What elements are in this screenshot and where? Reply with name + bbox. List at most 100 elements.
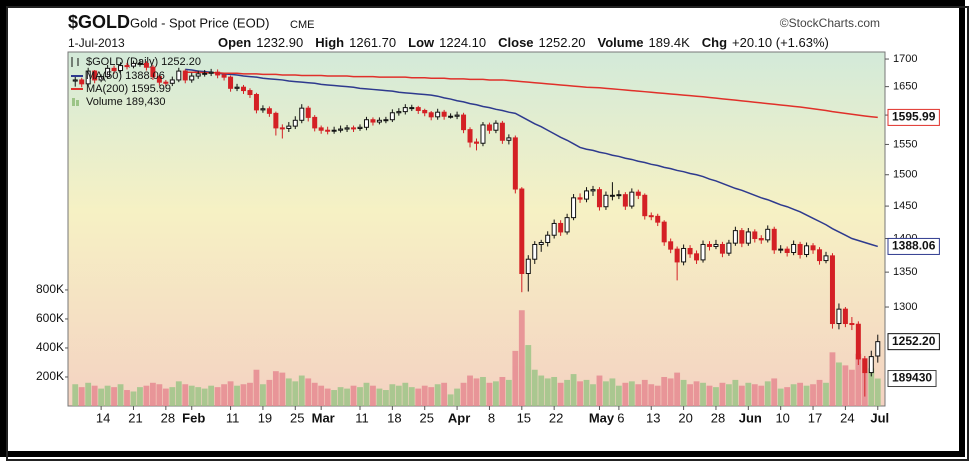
ma-line [185, 68, 878, 248]
volume-bar [745, 382, 752, 406]
y-tick-label: 1650 [893, 81, 917, 93]
legend-swatch [76, 100, 79, 106]
volume-bar [91, 385, 98, 406]
volume-bar [240, 384, 247, 406]
volume-bar [810, 384, 816, 406]
x-tick-label: 8 [488, 410, 495, 425]
candle-body [674, 248, 680, 263]
volume-bar [648, 384, 655, 406]
candle-body [590, 189, 596, 192]
x-tick-label: 21 [128, 410, 142, 425]
volume-bar [318, 385, 325, 406]
y-tick-label: 1550 [893, 138, 917, 150]
volume-bar [693, 381, 700, 406]
candle-body [221, 74, 227, 78]
candle-body [655, 215, 661, 223]
volume-bar [434, 384, 441, 406]
candle-body [266, 108, 272, 114]
volume-bar [732, 379, 739, 406]
candle-body [435, 111, 441, 118]
candle-body [551, 222, 557, 236]
volume-tick-label: 400K [36, 340, 64, 354]
y-tick-label: 1450 [893, 200, 917, 212]
volume-bar [816, 379, 823, 406]
x-tick-label: 11 [226, 410, 240, 425]
candle-body [454, 114, 460, 117]
candle-body [357, 126, 363, 129]
volume-bar [609, 378, 616, 406]
volume-tick-label: 800K [36, 282, 64, 296]
volume-bar [622, 382, 629, 406]
legend-price: $GOLD (Daily) 1252.20 [86, 56, 201, 68]
quote-value: 1252.20 [539, 35, 586, 50]
candle-body [480, 124, 486, 144]
volume-bar [285, 378, 292, 406]
volume-bar [603, 381, 609, 406]
candle-body [694, 253, 700, 261]
candle-body [389, 112, 395, 121]
volume-bar [117, 384, 124, 406]
candle-body [765, 228, 771, 241]
candle-body [596, 189, 602, 208]
candle-body [810, 245, 816, 251]
volume-bar [803, 385, 810, 406]
candle-body [467, 129, 473, 143]
volume-bar [137, 387, 143, 406]
candle-body [72, 79, 78, 82]
volume-bar [667, 378, 674, 406]
source: ©StockCharts.com [780, 16, 880, 30]
volume-bar [719, 382, 726, 406]
value-box [887, 237, 940, 255]
x-tick-label: 20 [678, 410, 692, 425]
y-tick-label: 1300 [893, 301, 917, 313]
quote-label: Close [498, 35, 533, 50]
x-tick-label: Mar [312, 410, 335, 425]
volume-bar [557, 382, 564, 406]
x-tick-label: 25 [419, 410, 433, 425]
volume-bar [758, 385, 765, 406]
candle-body [150, 66, 156, 78]
candle-body [98, 76, 104, 81]
x-tick-label: 19 [258, 410, 272, 425]
volume-bar [493, 381, 499, 406]
volume-bar [389, 384, 396, 406]
candle-body [143, 62, 149, 68]
volume-bar [577, 381, 583, 406]
volume-bar [512, 350, 519, 406]
volume-bar [298, 375, 305, 406]
value-box [887, 333, 940, 351]
volume-bar [486, 382, 493, 406]
quote-value: 1232.90 [256, 35, 303, 50]
candle-body [376, 119, 382, 123]
candle-body [299, 107, 305, 121]
volume-bar [247, 382, 253, 406]
candle-body [92, 70, 98, 81]
chart-title: $GOLD [68, 12, 130, 32]
volume-bar [337, 387, 344, 406]
x-tick-label: 11 [355, 410, 369, 425]
volume-bar [797, 382, 804, 406]
y-tick-label: 1500 [893, 169, 917, 181]
candle-body [525, 258, 531, 275]
volume-bar [305, 378, 312, 406]
volume-bar [311, 382, 318, 406]
candle-body [428, 112, 434, 118]
volume-bar [104, 385, 111, 406]
x-tick-label: Jun [739, 410, 762, 425]
candle-body [493, 122, 499, 131]
volume-bar [382, 390, 389, 406]
volume-bar [98, 388, 105, 406]
candle-body [215, 71, 221, 76]
volume-bar [143, 385, 150, 406]
candle-body [558, 222, 564, 233]
candle-body [286, 125, 292, 129]
ma-line [185, 71, 878, 119]
value-box [887, 108, 940, 126]
candle-body [532, 243, 538, 260]
candle-body [745, 231, 751, 244]
candle-body [461, 114, 467, 131]
volume-bar [525, 345, 532, 406]
volume-bar [725, 384, 732, 406]
volume-bar [363, 382, 370, 406]
candle-body [668, 241, 674, 250]
